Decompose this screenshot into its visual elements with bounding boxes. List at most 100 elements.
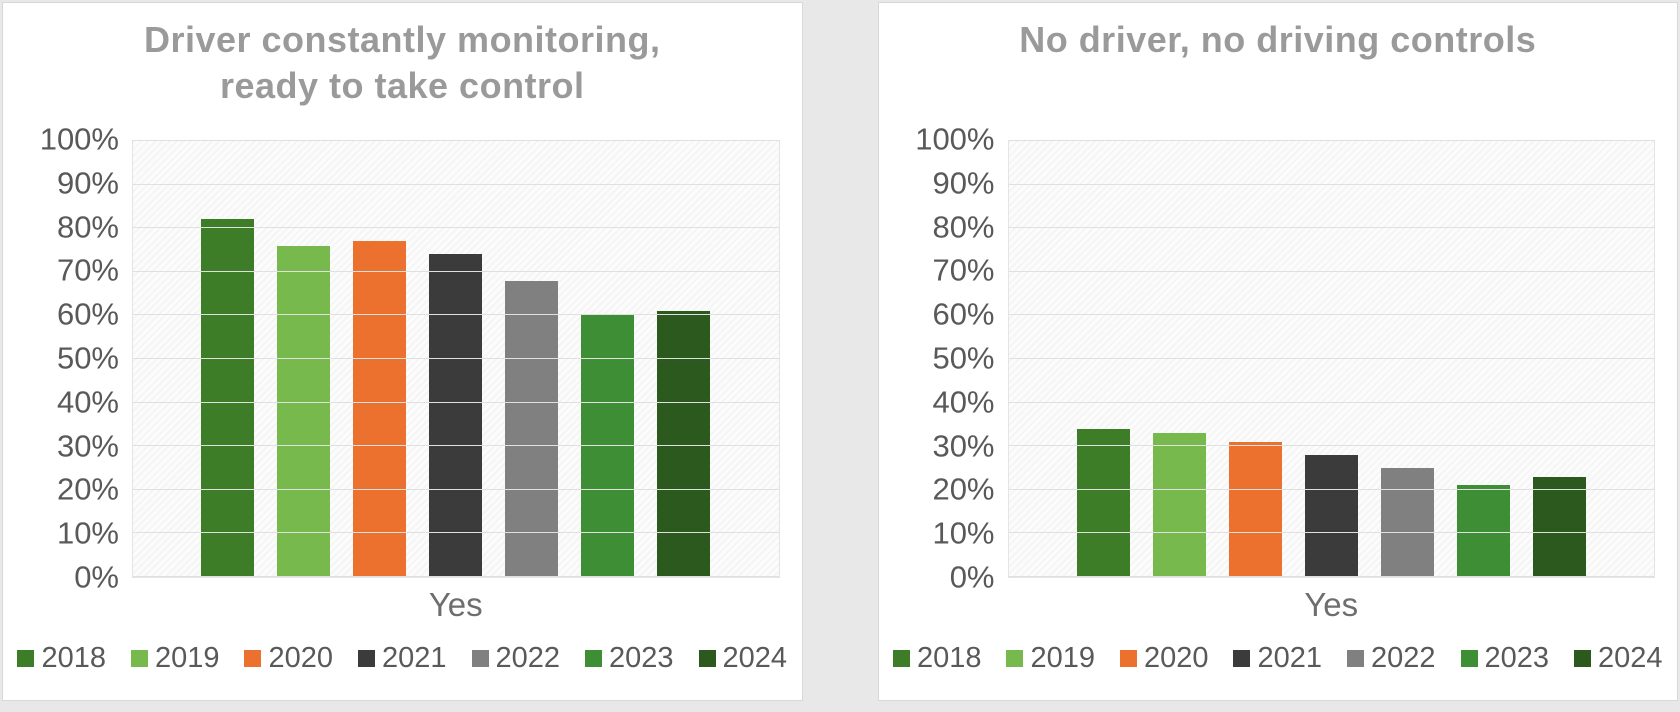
y-tick-label: 50%	[932, 340, 995, 376]
plot-area	[1007, 140, 1655, 578]
gridline	[1008, 576, 1654, 577]
chart-area: 100% 90% 80% 70% 60% 50% 40% 30% 20% 10% 0%	[879, 121, 1678, 594]
legend-item-2018: 2018	[17, 642, 106, 675]
legend-item-2024: 2024	[1574, 642, 1663, 675]
gridline	[133, 532, 779, 534]
y-tick-label: 0%	[949, 559, 995, 595]
y-tick-label: 30%	[932, 427, 995, 463]
y-tick-label: 60%	[56, 296, 119, 332]
legend-label: 2022	[1371, 642, 1436, 674]
gridline	[1008, 314, 1654, 316]
legend-swatch-icon	[1460, 650, 1478, 667]
legend-item-2019: 2019	[1006, 642, 1095, 675]
y-tick-label: 20%	[56, 471, 119, 507]
gridline	[133, 140, 779, 141]
bar-2024	[1532, 476, 1586, 577]
legend-swatch-icon	[1119, 650, 1137, 667]
legend-label: 2023	[1484, 642, 1550, 674]
y-tick-label: 80%	[932, 208, 995, 244]
legend-label: 2020	[1143, 642, 1209, 674]
legend-item-2020: 2020	[244, 642, 333, 675]
gridline	[1008, 227, 1654, 229]
gridline	[133, 183, 779, 185]
chart-title: No driver, no driving controls	[1019, 19, 1537, 60]
legend-swatch-icon	[130, 650, 148, 667]
y-tick-label: 10%	[56, 515, 119, 551]
bar-2019	[277, 245, 331, 577]
y-tick-label: 90%	[56, 165, 119, 201]
y-tick-label: 80%	[56, 208, 119, 244]
y-axis: 100% 90% 80% 70% 60% 50% 40% 30% 20% 10% 0%	[879, 121, 1008, 594]
gridline	[1008, 183, 1654, 185]
bar-2018	[1076, 428, 1130, 577]
bar-2023	[1456, 485, 1510, 577]
gridline	[1008, 532, 1654, 534]
y-tick-label: 60%	[932, 296, 995, 332]
legend-item-2021: 2021	[357, 642, 447, 675]
gridline	[1008, 270, 1654, 272]
legend-swatch-icon	[892, 650, 910, 667]
bar-2022	[505, 280, 559, 577]
bars	[133, 141, 779, 577]
y-tick-label: 30%	[56, 427, 119, 463]
gridline	[1008, 401, 1654, 403]
legend-item-2022: 2022	[1347, 642, 1436, 675]
legend-item-2020: 2020	[1119, 642, 1209, 675]
y-tick-label: 70%	[932, 252, 995, 288]
bar-2020	[353, 241, 407, 577]
legend-item-2023: 2023	[1460, 642, 1550, 675]
gridline	[133, 358, 779, 359]
gridline	[133, 488, 779, 490]
legend-swatch-icon	[357, 650, 375, 667]
legend-swatch-icon	[585, 650, 603, 667]
gridline	[1008, 358, 1654, 359]
legend-item-2023: 2023	[585, 642, 674, 675]
bar-2022	[1380, 468, 1434, 577]
chart-panel-driver-monitoring: Driver constantly monitoring, ready to t…	[2, 2, 803, 701]
legend-swatch-icon	[1347, 650, 1364, 667]
chart-title: Driver constantly monitoring, ready to t…	[143, 19, 661, 106]
legend-label: 2020	[268, 642, 333, 674]
chart-header: No driver, no driving controls	[879, 3, 1678, 140]
legend: 2018 2019 2020 2021 2022 2023 2024	[879, 642, 1678, 675]
y-tick-label: 90%	[932, 165, 995, 201]
bar-2021	[1304, 454, 1358, 577]
legend-label: 2019	[1030, 642, 1095, 674]
legend-label: 2021	[381, 642, 447, 674]
gridline	[133, 314, 779, 316]
y-tick-label: 10%	[932, 515, 995, 551]
y-tick-label: 100%	[39, 121, 119, 157]
gridline	[133, 445, 779, 447]
bar-2023	[581, 315, 635, 577]
legend-label: 2024	[722, 642, 788, 674]
y-tick-label: 40%	[932, 384, 995, 420]
y-tick-label: 50%	[56, 340, 119, 376]
gridline	[133, 270, 779, 272]
legend-label: 2022	[495, 642, 561, 674]
bar-2020	[1228, 441, 1282, 577]
y-axis: 100% 90% 80% 70% 60% 50% 40% 30% 20% 10% 0%	[3, 121, 132, 594]
x-axis-category-label: Yes	[1304, 586, 1359, 623]
bars	[1009, 141, 1655, 577]
bar-2019	[1152, 433, 1206, 577]
gridline	[133, 401, 779, 403]
legend-label: 2024	[1598, 642, 1663, 674]
legend-label: 2018	[41, 642, 106, 674]
gridline	[1008, 488, 1654, 490]
legend-swatch-icon	[17, 650, 35, 667]
legend-swatch-icon	[471, 650, 489, 667]
y-tick-label: 20%	[932, 471, 995, 507]
legend-item-2019: 2019	[130, 642, 219, 675]
bar-2024	[657, 311, 711, 577]
y-tick-label: 40%	[56, 384, 119, 420]
legend-swatch-icon	[698, 650, 716, 667]
chart-header: Driver constantly monitoring, ready to t…	[3, 3, 802, 140]
gridline	[1008, 445, 1654, 447]
chart-area: 100% 90% 80% 70% 60% 50% 40% 30% 20% 10% 0%	[3, 121, 802, 594]
legend-swatch-icon	[1574, 650, 1592, 667]
gridline	[133, 227, 779, 229]
legend-swatch-icon	[244, 650, 262, 667]
legend-item-2021: 2021	[1233, 642, 1322, 675]
chart-panel-no-driver: No driver, no driving controls 100% 90% 80…	[877, 2, 1678, 701]
y-tick-label: 0%	[74, 559, 119, 595]
